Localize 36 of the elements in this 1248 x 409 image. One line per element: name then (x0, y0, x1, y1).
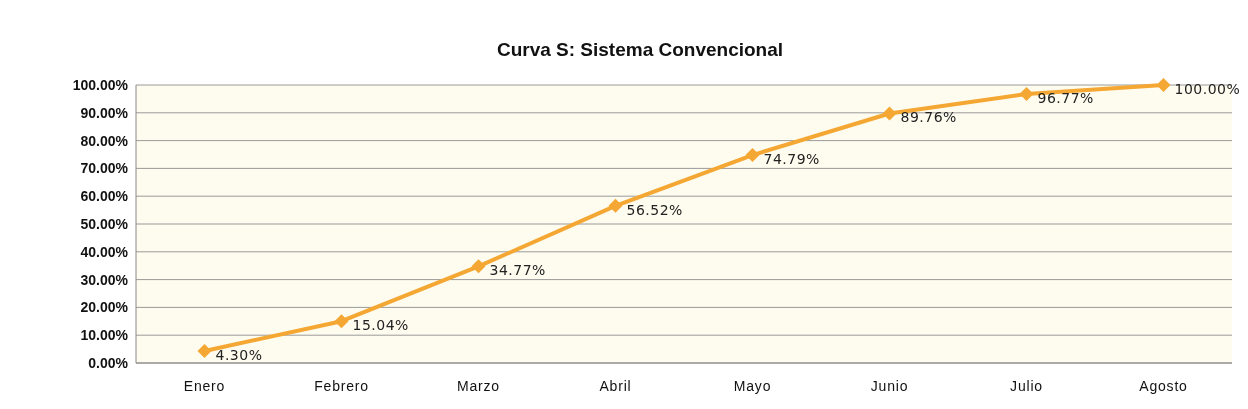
y-tick-label: 40.00% (80, 243, 129, 260)
y-tick-label: 10.00% (80, 327, 129, 344)
data-label: 56.52% (626, 201, 683, 218)
point (608, 198, 623, 213)
data-label: 15.04% (352, 317, 409, 334)
x-tick-label: Junio (870, 378, 909, 394)
point (334, 314, 349, 329)
data-label: 89.76% (900, 109, 957, 126)
data-label: 96.77% (1037, 89, 1094, 106)
y-tick-label: 70.00% (80, 160, 129, 177)
x-tick-label: Febrero (314, 378, 369, 394)
y-tick-label: 90.00% (80, 104, 129, 121)
y-tick-label: 0.00% (88, 355, 129, 371)
data-label: 4.30% (215, 347, 263, 364)
y-tick-label: 30.00% (80, 271, 129, 288)
chart-title: Curva S: Sistema Convencional (496, 39, 784, 60)
point (197, 344, 212, 359)
point (882, 106, 897, 121)
x-tick-label: Julio (1010, 378, 1043, 394)
y-tick-label: 80.00% (80, 132, 129, 149)
x-tick-label: Enero (183, 378, 226, 394)
x-tick-label: Abril (599, 378, 632, 394)
point (471, 259, 486, 274)
y-tick-label: 50.00% (80, 216, 129, 232)
x-tick-label: Marzo (457, 378, 500, 394)
data-label: 34.77% (489, 262, 546, 279)
data-label: 100.00% (1174, 81, 1241, 97)
y-tick-label: 60.00% (80, 188, 129, 205)
y-tick-label: 100.00% (72, 77, 129, 93)
point (1019, 86, 1034, 101)
point (745, 148, 760, 163)
x-tick-label: Agosto (1139, 378, 1188, 394)
point (1156, 78, 1171, 92)
y-tick-label: 20.00% (80, 299, 129, 316)
x-tick-label: Mayo (733, 378, 772, 394)
data-label: 74.79% (763, 151, 820, 168)
